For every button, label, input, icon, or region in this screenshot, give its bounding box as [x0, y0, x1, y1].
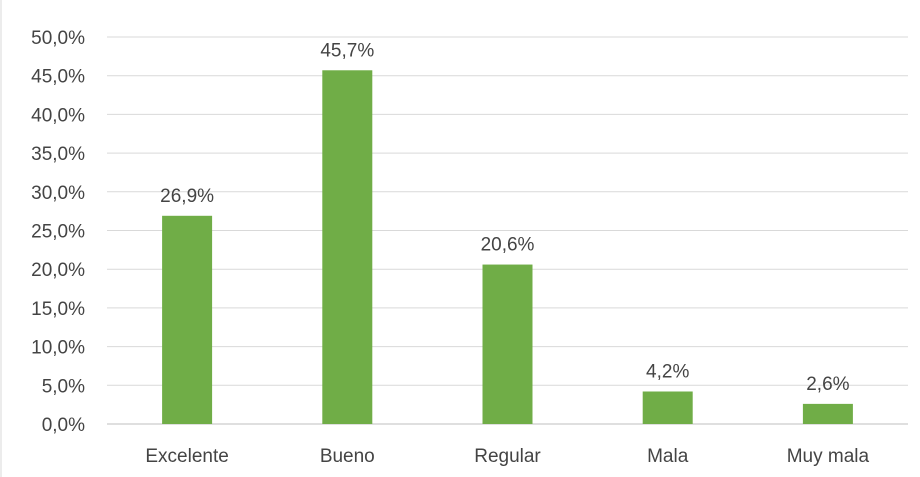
data-label: 2,6% [806, 374, 849, 395]
bars [162, 70, 853, 425]
x-category-label: Bueno [320, 446, 375, 467]
y-tick-label: 40,0% [31, 105, 85, 126]
y-tick-label: 30,0% [31, 183, 85, 204]
y-tick-label: 10,0% [31, 338, 85, 359]
y-tick-label: 25,0% [31, 222, 85, 243]
data-labels: 26,9% 45,7% 20,6% 4,2% 2,6% [160, 40, 849, 395]
y-tick-label: 50,0% [31, 28, 85, 49]
x-category-label: Regular [474, 446, 541, 467]
bar-muy-mala [802, 403, 853, 424]
bar-bueno [322, 70, 373, 425]
y-axis-ticks: 0,0% 5,0% 10,0% 15,0% 20,0% 25,0% 30,0% 35,0% 40… [31, 28, 85, 436]
x-category-label: Mala [647, 446, 689, 467]
y-tick-label: 0,0% [42, 415, 85, 436]
bar-regular [482, 264, 533, 424]
data-label: 20,6% [481, 235, 535, 256]
y-tick-label: 15,0% [31, 299, 85, 320]
x-category-label: Excelente [145, 446, 228, 467]
data-label: 26,9% [160, 186, 214, 207]
x-axis-labels: Excelente Bueno Regular Mala Muy mala [145, 446, 869, 467]
data-label: 45,7% [320, 40, 374, 61]
data-label: 4,2% [646, 361, 689, 382]
y-tick-label: 20,0% [31, 260, 85, 281]
y-tick-label: 45,0% [31, 67, 85, 88]
x-category-label: Muy mala [787, 446, 870, 467]
y-tick-label: 35,0% [31, 144, 85, 165]
bar-mala [642, 391, 693, 424]
bar-excelente [162, 215, 213, 424]
y-tick-label: 5,0% [42, 376, 85, 397]
